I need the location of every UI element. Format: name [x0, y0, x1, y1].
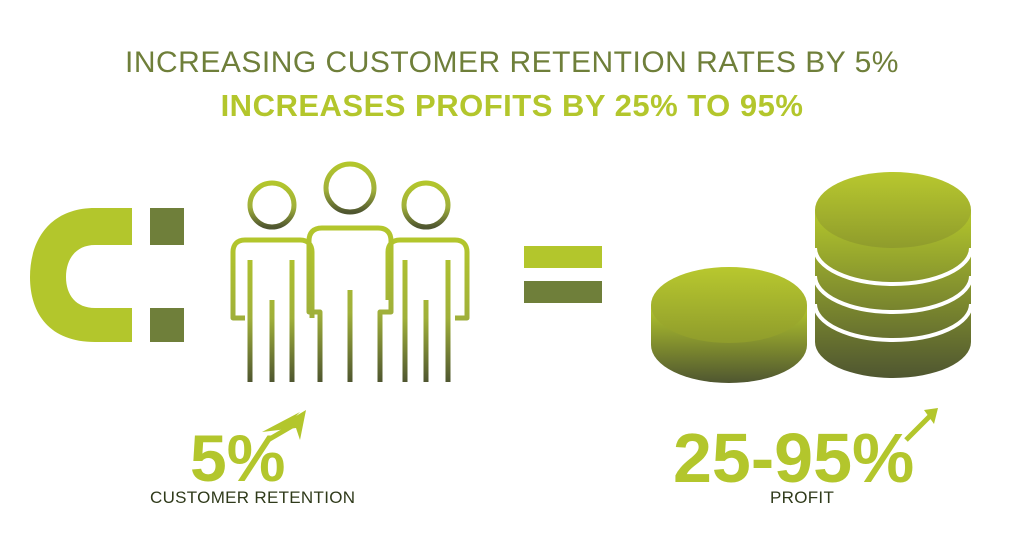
profit-label: PROFIT [770, 488, 835, 507]
arrow-up-icon [262, 410, 306, 443]
profit-value: 25-95% [673, 419, 915, 497]
equals-icon [524, 246, 602, 303]
coins-icon [651, 172, 973, 383]
people-icon [230, 161, 470, 382]
retention-value: 5% [190, 421, 286, 495]
magnet-icon [30, 208, 184, 342]
headline-line2: INCREASES PROFITS BY 25% TO 95% [220, 88, 804, 123]
arrow-up-icon [904, 408, 938, 442]
headline-line1: INCREASING CUSTOMER RETENTION RATES BY 5… [125, 46, 899, 79]
retention-label: CUSTOMER RETENTION [150, 488, 356, 507]
